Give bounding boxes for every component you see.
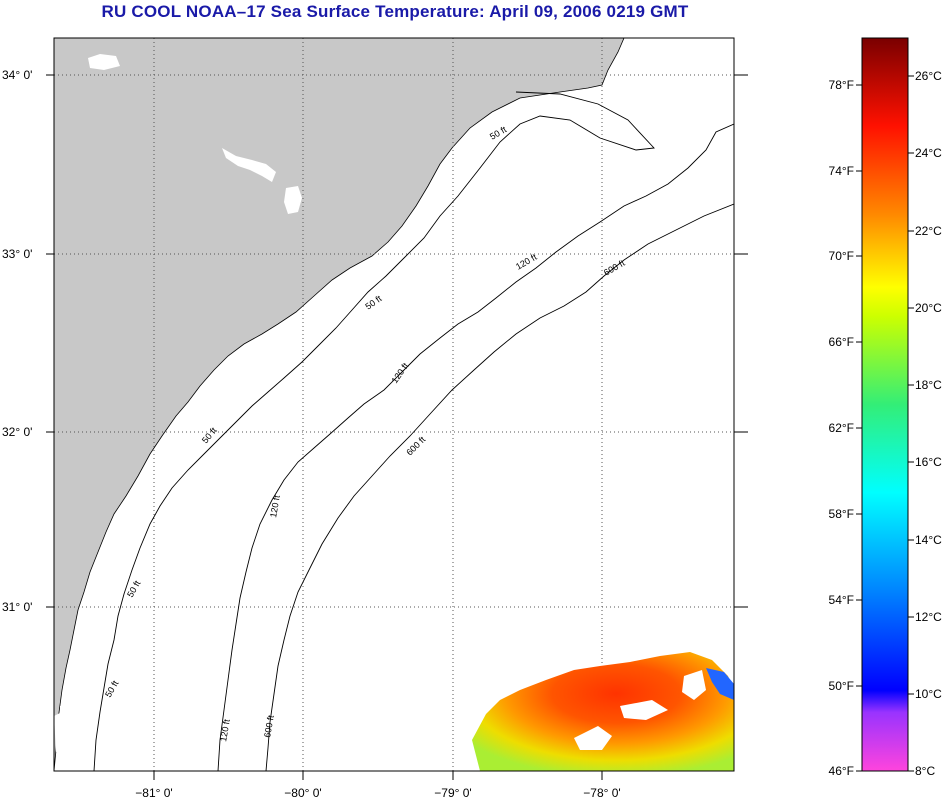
colorbar-label-f: 54°F xyxy=(829,593,854,607)
inland-lake xyxy=(284,186,302,214)
lon-label-78: −78° 0' xyxy=(583,786,620,800)
colorbar-label-c: 18°C xyxy=(915,378,942,392)
lon-label-80: −80° 0' xyxy=(284,786,321,800)
sst-cold-edge xyxy=(706,668,734,700)
colorbar-label-f: 50°F xyxy=(829,679,854,693)
colorbar-label-f: 46°F xyxy=(829,764,854,778)
colorbar-label-f: 74°F xyxy=(829,164,854,178)
colorbar: 78°F 74°F 70°F 66°F 62°F 58°F 54°F 50°F … xyxy=(829,37,942,778)
colorbar-label-f: 62°F xyxy=(829,421,854,435)
map-frame xyxy=(53,37,735,772)
colorbar-label-c: 16°C xyxy=(915,455,942,469)
lat-label-33: 33° 0' xyxy=(2,247,32,261)
map-plot-area xyxy=(54,38,734,771)
inland-lake xyxy=(222,148,276,182)
lon-label-81: −81° 0' xyxy=(135,786,172,800)
map-ticks xyxy=(46,74,748,780)
inland-lake xyxy=(54,712,62,752)
contour-label-120ft: 120 ft xyxy=(218,718,232,742)
inland-lake xyxy=(88,54,120,70)
lat-label-32: 32° 0' xyxy=(2,425,32,439)
contour-label-600ft: 600 ft xyxy=(262,714,276,738)
sst-data-region xyxy=(472,652,734,771)
colorbar-label-c: 24°C xyxy=(915,146,942,160)
map-title: RU COOL NOAA–17 Sea Surface Temperature:… xyxy=(101,2,689,21)
colorbar-label-f: 66°F xyxy=(829,335,854,349)
colorbar-label-f: 58°F xyxy=(829,507,854,521)
colorbar-gradient xyxy=(861,37,909,772)
colorbar-label-c: 8°C xyxy=(915,764,935,778)
lat-label-34: 34° 0' xyxy=(2,68,32,82)
colorbar-label-c: 20°C xyxy=(915,301,942,315)
inland-lake xyxy=(60,706,74,716)
sst-cloud-gap xyxy=(682,670,706,700)
sst-cloud-gap xyxy=(620,700,668,720)
colorbar-label-c: 14°C xyxy=(915,533,942,547)
colorbar-label-c: 12°C xyxy=(915,610,942,624)
colorbar-label-f: 70°F xyxy=(829,249,854,263)
contour-600ft xyxy=(265,203,734,771)
colorbar-label-f: 78°F xyxy=(829,78,854,92)
colorbar-label-c: 10°C xyxy=(915,687,942,701)
lon-label-79: −79° 0' xyxy=(434,786,471,800)
contour-50ft xyxy=(93,91,655,771)
lat-label-31: 31° 0' xyxy=(2,600,32,614)
sst-cloud-gap xyxy=(574,726,612,750)
colorbar-label-c: 22°C xyxy=(915,224,942,238)
colorbar-label-c: 26°C xyxy=(915,69,942,83)
land-coastline xyxy=(54,38,625,771)
contour-120ft xyxy=(217,123,734,771)
contour-label-120ft: 120 ft xyxy=(268,494,282,518)
grid xyxy=(54,38,734,771)
